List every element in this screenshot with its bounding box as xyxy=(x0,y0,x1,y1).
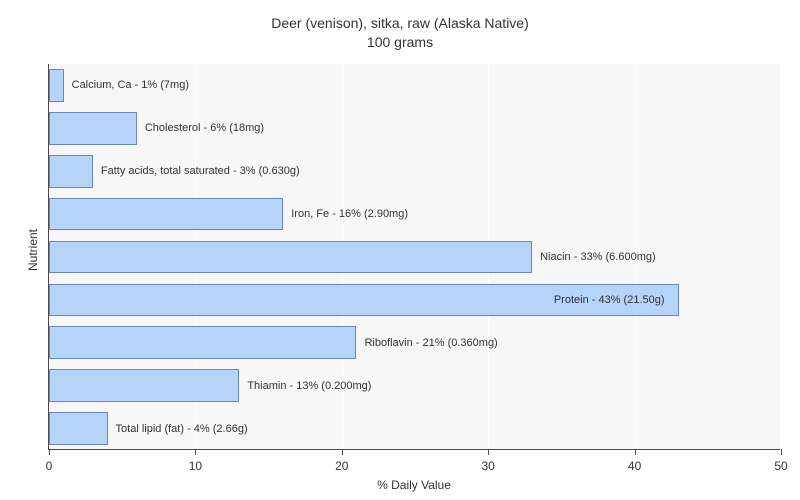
x-tick xyxy=(781,449,782,455)
bar-row: Protein - 43% (21.50g) xyxy=(49,278,787,321)
bar-label: Fatty acids, total saturated - 3% (0.630… xyxy=(101,165,300,177)
bar-row: Calcium, Ca - 1% (7mg) xyxy=(49,64,189,107)
bar xyxy=(49,155,93,188)
bar-label: Cholesterol - 6% (18mg) xyxy=(145,122,264,134)
x-tick-label: 20 xyxy=(335,459,348,473)
bar-row: Thiamin - 13% (0.200mg) xyxy=(49,364,371,407)
x-tick-label: 0 xyxy=(46,459,53,473)
bar-label: Protein - 43% (21.50g) xyxy=(554,294,671,306)
bar xyxy=(49,412,108,445)
bar xyxy=(49,198,283,231)
x-axis-label: % Daily Value xyxy=(48,478,780,492)
bar-label: Riboflavin - 21% (0.360mg) xyxy=(364,337,497,349)
y-axis-label: Nutrient xyxy=(26,229,40,271)
x-tick-label: 10 xyxy=(189,459,202,473)
bar xyxy=(49,112,137,145)
bar xyxy=(49,69,64,102)
bar-row: Iron, Fe - 16% (2.90mg) xyxy=(49,193,408,236)
chart-title-line2: 100 grams xyxy=(0,33,800,52)
bar-row: Niacin - 33% (6.600mg) xyxy=(49,236,656,279)
x-tick-label: 40 xyxy=(628,459,641,473)
bar xyxy=(49,369,239,402)
gridline xyxy=(781,64,782,449)
chart-plot-area: 01020304050Calcium, Ca - 1% (7mg)Cholest… xyxy=(48,64,780,450)
bar-row: Riboflavin - 21% (0.360mg) xyxy=(49,321,498,364)
chart-title-line1: Deer (venison), sitka, raw (Alaska Nativ… xyxy=(0,14,800,33)
bar-row: Total lipid (fat) - 4% (2.66g) xyxy=(49,407,248,450)
bar-label: Thiamin - 13% (0.200mg) xyxy=(247,380,371,392)
bar-row: Fatty acids, total saturated - 3% (0.630… xyxy=(49,150,300,193)
x-tick xyxy=(342,449,343,455)
bar-label: Iron, Fe - 16% (2.90mg) xyxy=(291,208,408,220)
bar-label: Calcium, Ca - 1% (7mg) xyxy=(72,79,189,91)
x-tick xyxy=(635,449,636,455)
bar-row: Cholesterol - 6% (18mg) xyxy=(49,107,264,150)
bar-label: Total lipid (fat) - 4% (2.66g) xyxy=(116,423,248,435)
x-tick xyxy=(488,449,489,455)
x-tick-label: 50 xyxy=(774,459,787,473)
bar xyxy=(49,241,532,274)
chart-title: Deer (venison), sitka, raw (Alaska Nativ… xyxy=(0,0,800,52)
bar-label: Niacin - 33% (6.600mg) xyxy=(540,251,656,263)
bar xyxy=(49,326,356,359)
x-tick-label: 30 xyxy=(482,459,495,473)
